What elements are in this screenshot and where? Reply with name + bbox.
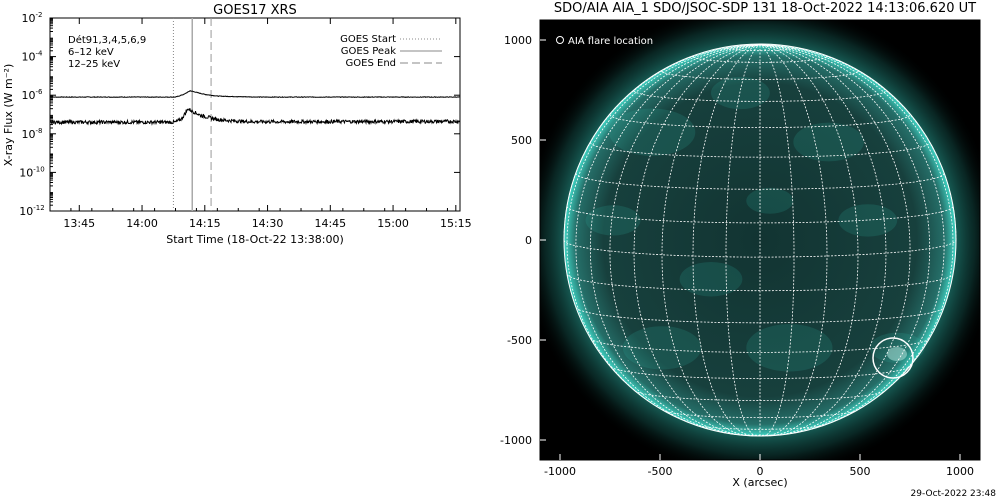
latitude-line — [610, 366, 910, 379]
longitude-line — [759, 44, 931, 434]
longitude-line — [725, 44, 761, 437]
aia-y-tick-label: 500 — [511, 134, 532, 147]
goes-x-tick-label: 14:15 — [189, 217, 221, 230]
goes-channel-labels: Dét91,3,4,5,6,9 6–12 keV 12–25 keV — [68, 34, 146, 70]
longitude-line — [563, 44, 761, 241]
aia-x-axis-label: X (arcsec) — [732, 476, 787, 489]
aia-legend-symbol — [556, 36, 564, 44]
goes-x-tick-label: 13:45 — [63, 217, 95, 230]
longitude-line — [759, 44, 828, 437]
longitude-line — [759, 44, 795, 437]
longitude-line — [589, 44, 761, 434]
active-region-glow — [838, 204, 898, 237]
flare-brightening — [887, 347, 907, 361]
aia-y-tick-label: 0 — [525, 234, 532, 247]
longitude-line — [575, 44, 761, 431]
goes-x-tick-label: 15:00 — [377, 217, 409, 230]
goes-y-tick-label: 10-12 — [19, 204, 44, 218]
goes-x-tick-label: 14:00 — [126, 217, 158, 230]
aia-x-tick-label: 1000 — [946, 465, 974, 478]
aia-y-tick-label: 1000 — [504, 34, 532, 47]
active-region-glow — [679, 261, 743, 297]
aia-x-tick-label: -500 — [648, 465, 673, 478]
footer-timestamp: 29-Oct-2022 23:48 — [911, 489, 997, 499]
active-regions — [585, 76, 925, 372]
longitude-line — [759, 44, 887, 436]
goes-x-tick-label: 14:45 — [314, 217, 346, 230]
goes-y-tick-label: 10-4 — [22, 50, 44, 64]
flare-location-circle[interactable] — [872, 337, 914, 379]
aia-x-tick-label: 0 — [757, 465, 764, 478]
latitude-line — [563, 239, 957, 258]
active-region-glow — [622, 326, 702, 370]
channel-12-25-kev-label: 12–25 keV — [68, 59, 120, 70]
latitude-line — [590, 338, 930, 353]
solar-limb — [563, 43, 957, 437]
latitude-line — [663, 410, 857, 418]
latitude-line — [661, 70, 859, 80]
longitude-line — [692, 44, 761, 437]
active-region-glow — [711, 76, 770, 110]
aia-y-tick-label: -500 — [507, 334, 532, 347]
active-region-glow — [746, 187, 794, 214]
longitude-line — [566, 44, 761, 416]
aia-x-tick-label: -1000 — [544, 465, 576, 478]
goes-x-tick-label: 14:30 — [252, 217, 284, 230]
goes-plot-frame — [49, 17, 461, 212]
goes-series-line — [49, 107, 461, 126]
latitude-line — [566, 274, 954, 292]
goes-series-line — [49, 90, 461, 99]
legend-goes-peak-label: GOES Peak — [341, 46, 396, 57]
aia-legend-label: AIA flare location — [568, 36, 653, 47]
latitude-line — [633, 90, 887, 102]
aia-title: SDO/AIA AIA_1 SDO/JSOC-SDP 131 18-Oct-20… — [554, 1, 976, 16]
goes-legend: GOES Start GOES Peak GOES End — [340, 34, 442, 69]
goes-y-tick-label: 10-8 — [22, 127, 43, 141]
aia-x-tick-label: 500 — [850, 465, 871, 478]
latitude-line — [589, 142, 931, 158]
goes-lightcurve-panel: GOES17 XRS 13:45 14:00 14:15 14:30 14:45 15:0… — [2, 3, 472, 246]
legend-goes-start-label: GOES Start — [340, 34, 396, 45]
channel-6-12-kev-label: 6–12 keV — [68, 47, 114, 58]
goes-y-tick-label: 10-10 — [19, 165, 44, 179]
active-region-glow — [609, 108, 696, 156]
longitude-line — [633, 44, 761, 436]
latitude-line — [692, 56, 828, 63]
goes-x-axis-label: Start Time (18-Oct-22 13:38:00) — [166, 233, 344, 246]
active-region-glow — [746, 324, 833, 372]
legend-goes-end-label: GOES End — [346, 58, 396, 69]
aia-y-tick-label: -1000 — [500, 434, 532, 447]
detector-label: Dét91,3,4,5,6,9 — [68, 34, 146, 46]
aia-image-panel: SDO/AIA AIA_1 SDO/JSOC-SDP 131 18-Oct-20… — [500, 1, 981, 489]
goes-y-tick-label: 10-6 — [22, 88, 44, 102]
longitude-line — [759, 44, 945, 431]
goes-x-tick-label: 15:15 — [440, 217, 472, 230]
goes-y-tick-label: 10-2 — [22, 11, 43, 25]
longitude-line — [759, 44, 957, 241]
goes-y-axis-label: X-ray Flux (W m⁻²) — [2, 64, 15, 166]
active-region-glow — [793, 122, 864, 162]
goes-title: GOES17 XRS — [213, 3, 297, 18]
active-region-glow — [585, 205, 641, 236]
